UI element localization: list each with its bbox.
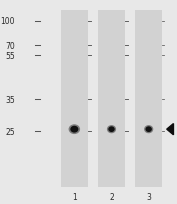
Ellipse shape: [108, 127, 115, 132]
Ellipse shape: [144, 125, 153, 134]
Ellipse shape: [107, 125, 116, 134]
Text: 55: 55: [5, 52, 15, 61]
Text: 35: 35: [5, 95, 15, 104]
Ellipse shape: [145, 127, 152, 132]
Ellipse shape: [70, 126, 78, 133]
Polygon shape: [167, 124, 173, 135]
Text: 70: 70: [5, 41, 15, 50]
Bar: [98, 11, 125, 187]
Bar: [135, 11, 162, 187]
Bar: [61, 11, 88, 187]
Text: 25: 25: [5, 127, 15, 136]
Ellipse shape: [69, 125, 80, 134]
Text: 100: 100: [1, 17, 15, 26]
Text: 1: 1: [72, 192, 77, 201]
Text: 2: 2: [109, 192, 114, 201]
Text: 3: 3: [146, 192, 151, 201]
